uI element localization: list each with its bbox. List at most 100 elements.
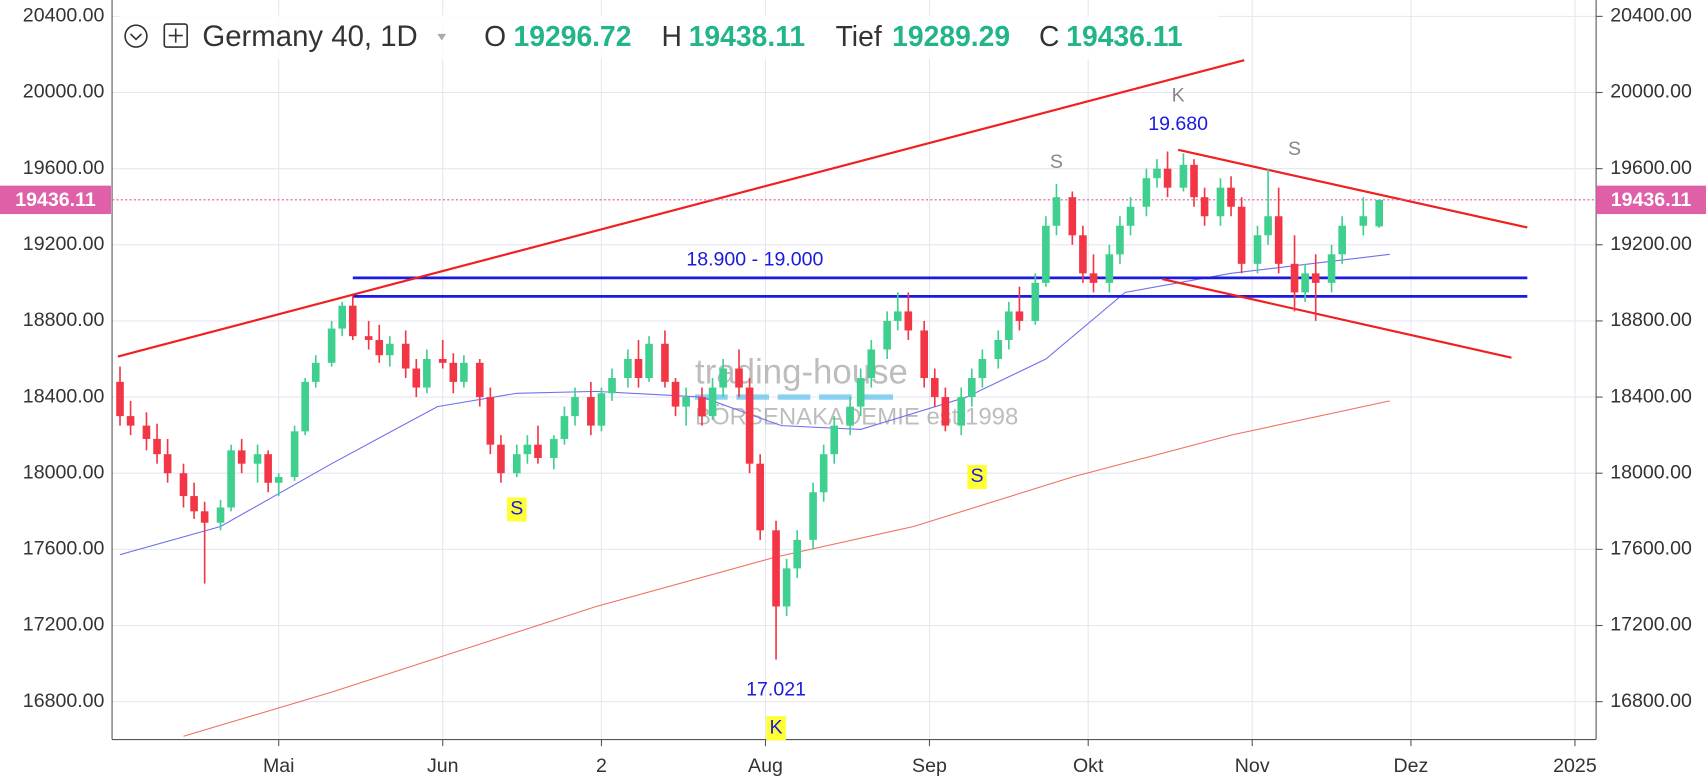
candle-body [809, 492, 817, 540]
watermark: trading-house [695, 352, 908, 391]
x-tick-label: 2025 [1553, 755, 1597, 777]
candle-body [867, 349, 876, 379]
candle-body [264, 454, 272, 483]
candle-body [1200, 197, 1209, 217]
candle-body [1163, 168, 1172, 188]
candle-body [708, 387, 717, 417]
candle-body [957, 397, 966, 426]
candle-body [1179, 164, 1188, 188]
y-tick-label-right: 19200.00 [1610, 233, 1692, 255]
candle-body [227, 450, 235, 508]
candle-body [846, 406, 854, 426]
candle-body [1126, 206, 1135, 226]
y-tick-label: 17200.00 [23, 614, 105, 636]
candle-body [126, 416, 135, 426]
candle-body [624, 359, 632, 379]
annotation-box [507, 497, 527, 522]
candle-body [978, 359, 987, 379]
y-tick-label: 18000.00 [23, 461, 105, 483]
candle-body [401, 343, 410, 369]
y-tick-label: 17600.00 [23, 538, 105, 560]
x-tick-label: Sep [912, 755, 947, 777]
candle-body [523, 444, 532, 455]
ohlc-value: 19296.72 [514, 21, 632, 53]
candle-body [423, 359, 431, 388]
ohlc-value: 19438.11 [689, 21, 805, 53]
candle-body [893, 311, 902, 321]
y-tick-label: 20400.00 [23, 5, 105, 27]
candle-body [512, 454, 521, 474]
candle-body [475, 362, 484, 398]
candle-body [1116, 225, 1124, 255]
candle-body [1142, 178, 1151, 207]
price-tag-left [0, 185, 111, 215]
price-tag-left-text: 19436.11 [15, 189, 96, 211]
y-tick-label-right: 20400.00 [1610, 5, 1692, 27]
candle-body [608, 378, 616, 394]
candle-body [386, 343, 394, 356]
x-tick-label: Mai [263, 755, 295, 777]
candle-body [571, 397, 579, 417]
ohlc-value: 19289.29 [892, 21, 1010, 53]
candle-body [756, 463, 764, 531]
candle-body [1338, 225, 1346, 255]
y-tick-label-right: 18400.00 [1610, 385, 1692, 407]
candle-body [1253, 235, 1262, 264]
x-tick-label: 2 [596, 755, 607, 777]
candle-body [327, 328, 336, 363]
candle-body [1105, 254, 1114, 283]
candle-body [1153, 168, 1161, 179]
candle-body [819, 454, 828, 493]
ohlc-value: 19436.11 [1066, 21, 1182, 53]
y-tick-label: 19200.00 [23, 233, 105, 255]
candle-body [830, 425, 839, 455]
annotation: S [1050, 151, 1063, 173]
x-tick-label: Okt [1073, 755, 1104, 777]
chart-title: Germany 40, 1D [202, 20, 417, 53]
ohlc-label: H [662, 21, 682, 53]
candle-body [560, 416, 569, 439]
candle-body [1216, 187, 1225, 217]
y-tick-label-right: 17600.00 [1610, 538, 1692, 560]
candle-body [550, 438, 558, 458]
y-tick-label-right: 19600.00 [1610, 157, 1692, 179]
candle-body [904, 311, 913, 331]
candle-body [116, 381, 124, 417]
candle-body [671, 381, 680, 407]
candle-body [1089, 273, 1098, 283]
candle-body [645, 343, 653, 379]
candle-body [163, 454, 172, 474]
header-bg [119, 15, 1219, 60]
trend-line [1177, 148, 1528, 229]
candle-body [994, 339, 1003, 360]
annotation: S [1288, 138, 1301, 160]
candle-body [1290, 263, 1299, 293]
candle-body [856, 378, 865, 407]
candle-body [1068, 197, 1077, 236]
candle-body [290, 431, 299, 478]
candle-body [253, 454, 262, 464]
candle-body [719, 368, 727, 388]
annotation: S [971, 465, 984, 487]
y-tick-label: 18400.00 [23, 385, 105, 407]
trend-line [117, 59, 1245, 358]
price-tag-right [1596, 185, 1706, 215]
candle-body [1227, 187, 1235, 207]
candle-body [190, 496, 198, 512]
ohlc-label: C [1039, 21, 1059, 53]
candle-body [1237, 206, 1246, 264]
candle-body [920, 330, 928, 379]
candle-body [153, 438, 161, 455]
candle-body [311, 362, 320, 382]
candle-body [364, 336, 373, 340]
watermark: BÖRSENAKADEMIE est 1998 [695, 403, 1018, 430]
y-tick-label: 16800.00 [23, 690, 105, 712]
annotation: K [770, 716, 783, 738]
y-tick-label-right: 16800.00 [1610, 690, 1692, 712]
candle-body [1079, 235, 1087, 274]
y-tick-label: 20000.00 [23, 81, 105, 103]
candle-body [449, 362, 458, 382]
ohlc-label: O [484, 21, 506, 53]
candle-body [142, 425, 151, 439]
candle-body [412, 368, 421, 388]
